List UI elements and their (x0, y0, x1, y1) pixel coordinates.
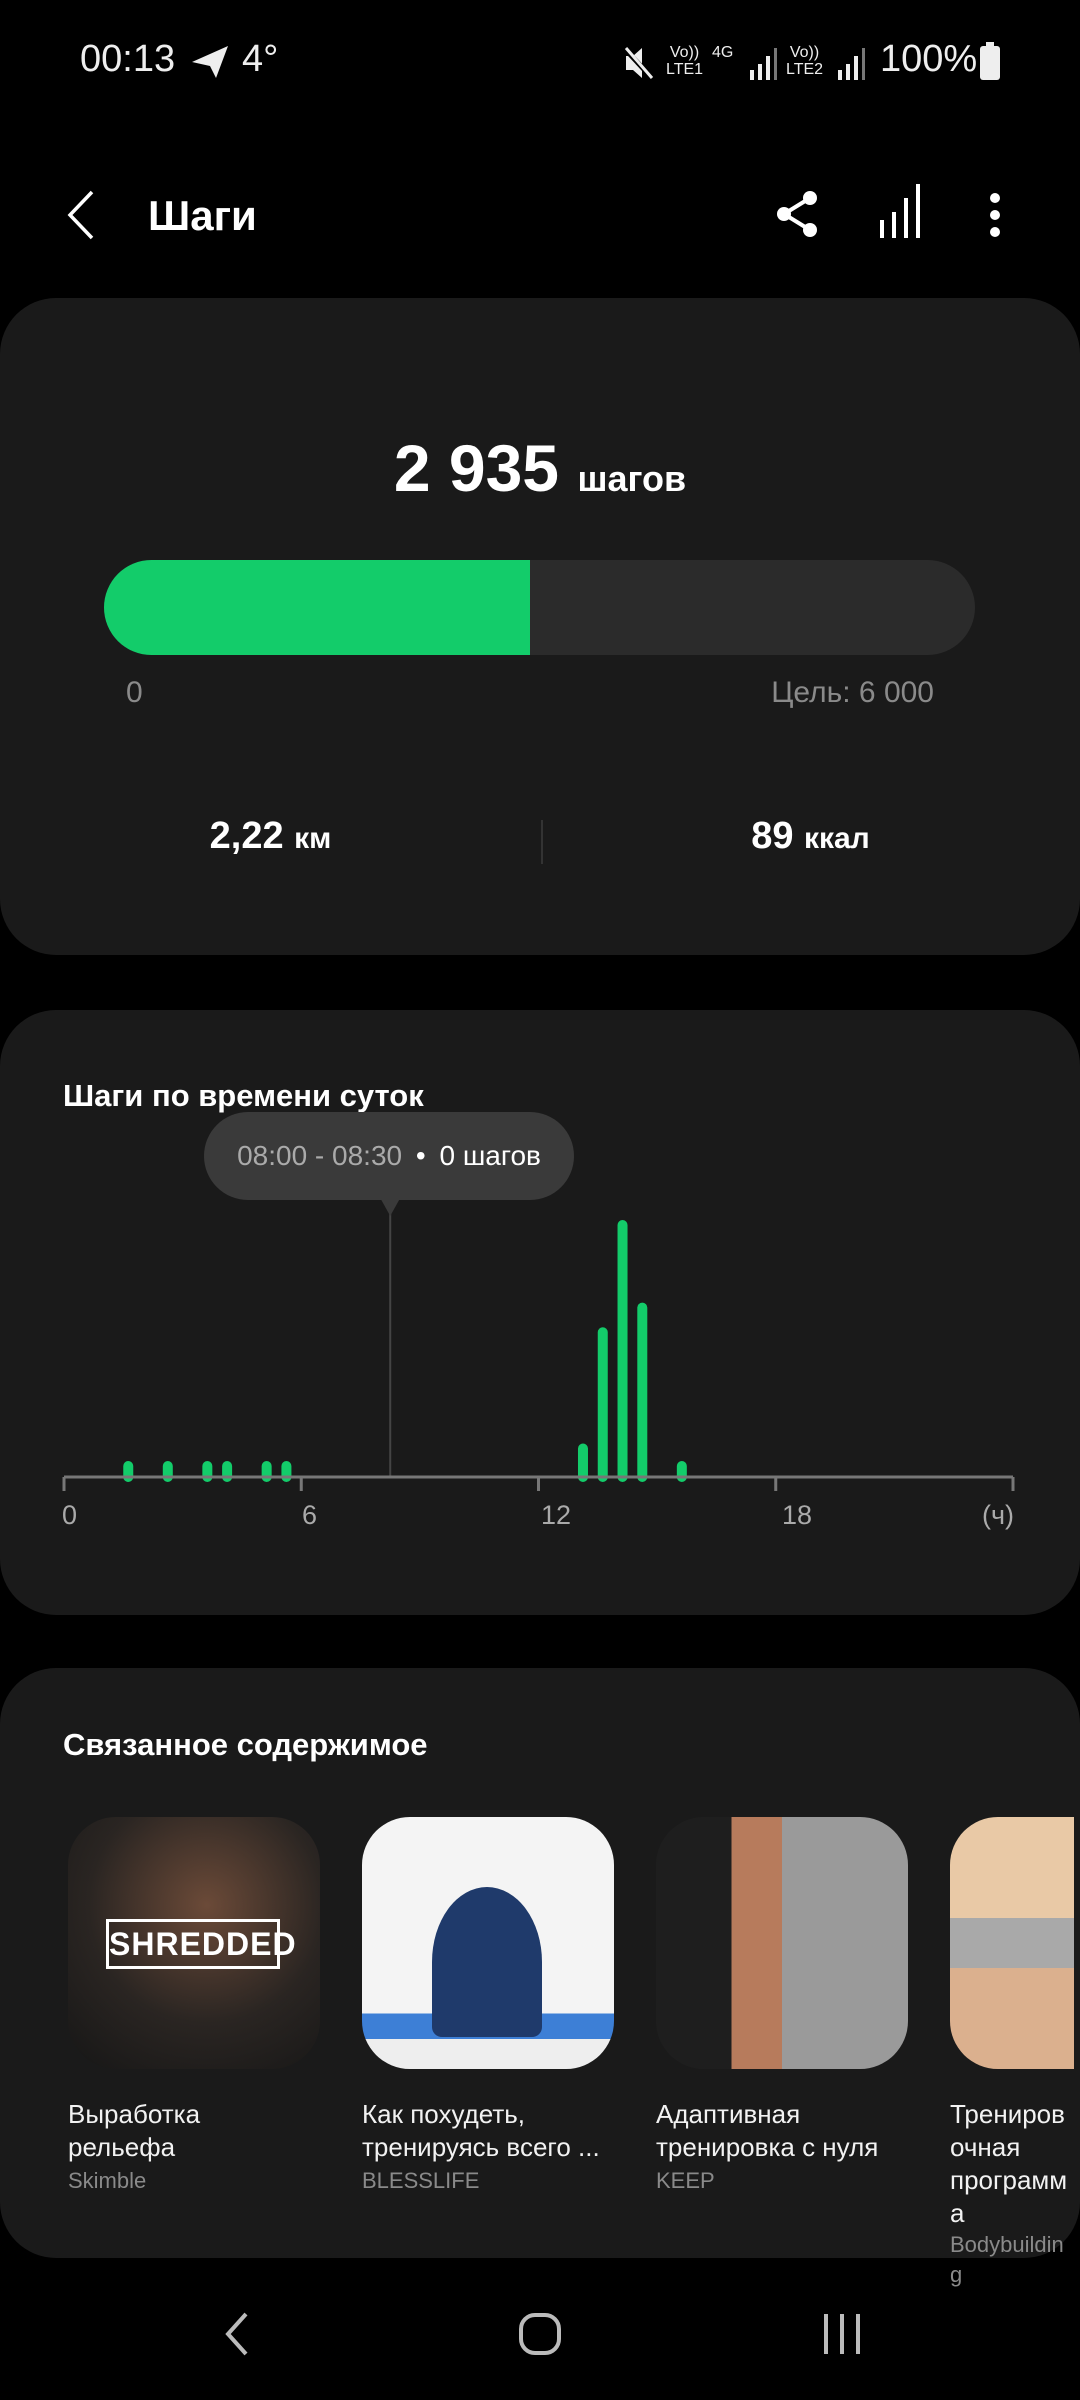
battery-percent: 100% (880, 38, 978, 80)
related-item-title[interactable]: Адаптивная (656, 2099, 801, 2129)
chart-bar (162, 1461, 173, 1482)
chart-bar (637, 1302, 648, 1482)
steps-progress-bar (104, 560, 975, 655)
sim2-label: LTE2 (786, 61, 824, 78)
telegram-icon (192, 46, 228, 78)
chart-bar (617, 1220, 628, 1482)
steps-count: 2 935 (393, 431, 560, 505)
goal-label: Цель: 6 000 (771, 676, 934, 709)
chart-tooltip: 08:00 - 08:30 • 0 шагов (204, 1112, 574, 1200)
distance-stat: 2,22 км (209, 815, 332, 857)
related-thumb-4[interactable] (950, 1817, 1074, 2069)
related-item-title[interactable]: тренируясь всего ... (362, 2132, 600, 2162)
steps-unit: шагов (577, 458, 687, 499)
related-thumb-1[interactable]: SHREDDED (68, 1817, 320, 2069)
battery-icon (980, 42, 1000, 80)
x-tick: 18 (782, 1500, 813, 1530)
related-title: Связанное содержимое (63, 1727, 428, 1762)
signal-icon (750, 48, 777, 80)
mute-icon (622, 46, 654, 80)
progress-min: 0 (126, 676, 143, 709)
steps-by-time-card (0, 1010, 1080, 1615)
nav-home-icon[interactable] (518, 2312, 562, 2356)
tooltip-pointer (380, 1198, 401, 1216)
x-tick: 6 (302, 1500, 318, 1530)
x-axis-unit: (ч) (982, 1500, 1015, 1530)
divider (541, 820, 543, 864)
chart-title: Шаги по времени суток (63, 1078, 424, 1113)
nav-recents-icon[interactable] (820, 2312, 864, 2356)
chart-bar (676, 1461, 687, 1482)
chart-bar (281, 1461, 292, 1482)
signal-icon (838, 48, 865, 80)
chart-bar (577, 1443, 588, 1482)
chart-bar (202, 1461, 213, 1482)
share-icon[interactable] (776, 190, 818, 238)
status-time: 00:13 (80, 38, 176, 80)
network-type: 4G (712, 44, 734, 61)
related-item-title[interactable]: Тренировочная (950, 2099, 1065, 2162)
related-item-source: KEEP (656, 2168, 715, 2193)
chart-icon[interactable] (878, 184, 922, 238)
chart-bar (261, 1461, 272, 1482)
related-item-title[interactable]: Как похудеть, (362, 2099, 526, 2129)
sim1-label: LTE1 (666, 61, 704, 78)
progress-fill (104, 560, 530, 655)
related-item-title[interactable]: программа (950, 2165, 1068, 2228)
related-item-source: BLESSLIFE (362, 2168, 480, 2193)
chart-bar (222, 1461, 233, 1482)
related-item-title[interactable]: тренировка с нуля (656, 2132, 879, 2162)
x-tick: 0 (62, 1500, 78, 1530)
calories-stat: 89 ккал (751, 815, 870, 857)
chart-bar (123, 1461, 134, 1482)
x-tick: 12 (541, 1500, 572, 1530)
shredded-logo: SHREDDED (106, 1919, 296, 1969)
chart-bar (597, 1327, 608, 1482)
related-thumb-2[interactable] (362, 1817, 614, 2069)
nav-back-icon[interactable] (222, 2310, 252, 2358)
related-item-source: Bodybuilding (950, 2232, 1064, 2287)
related-item-title[interactable]: Выработка (68, 2099, 201, 2129)
more-icon[interactable] (984, 192, 1006, 238)
related-thumb-3[interactable] (656, 1817, 908, 2069)
page-title: Шаги (148, 192, 257, 239)
steps-chart[interactable] (0, 0, 1080, 1560)
status-temperature: 4° (242, 38, 279, 80)
related-item-title[interactable]: рельефа (68, 2132, 176, 2162)
back-icon[interactable] (66, 190, 96, 240)
related-item-source: Skimble (68, 2168, 147, 2193)
related-item-4[interactable]: Тренировочная программа Bodybuilding (950, 2098, 1074, 2290)
